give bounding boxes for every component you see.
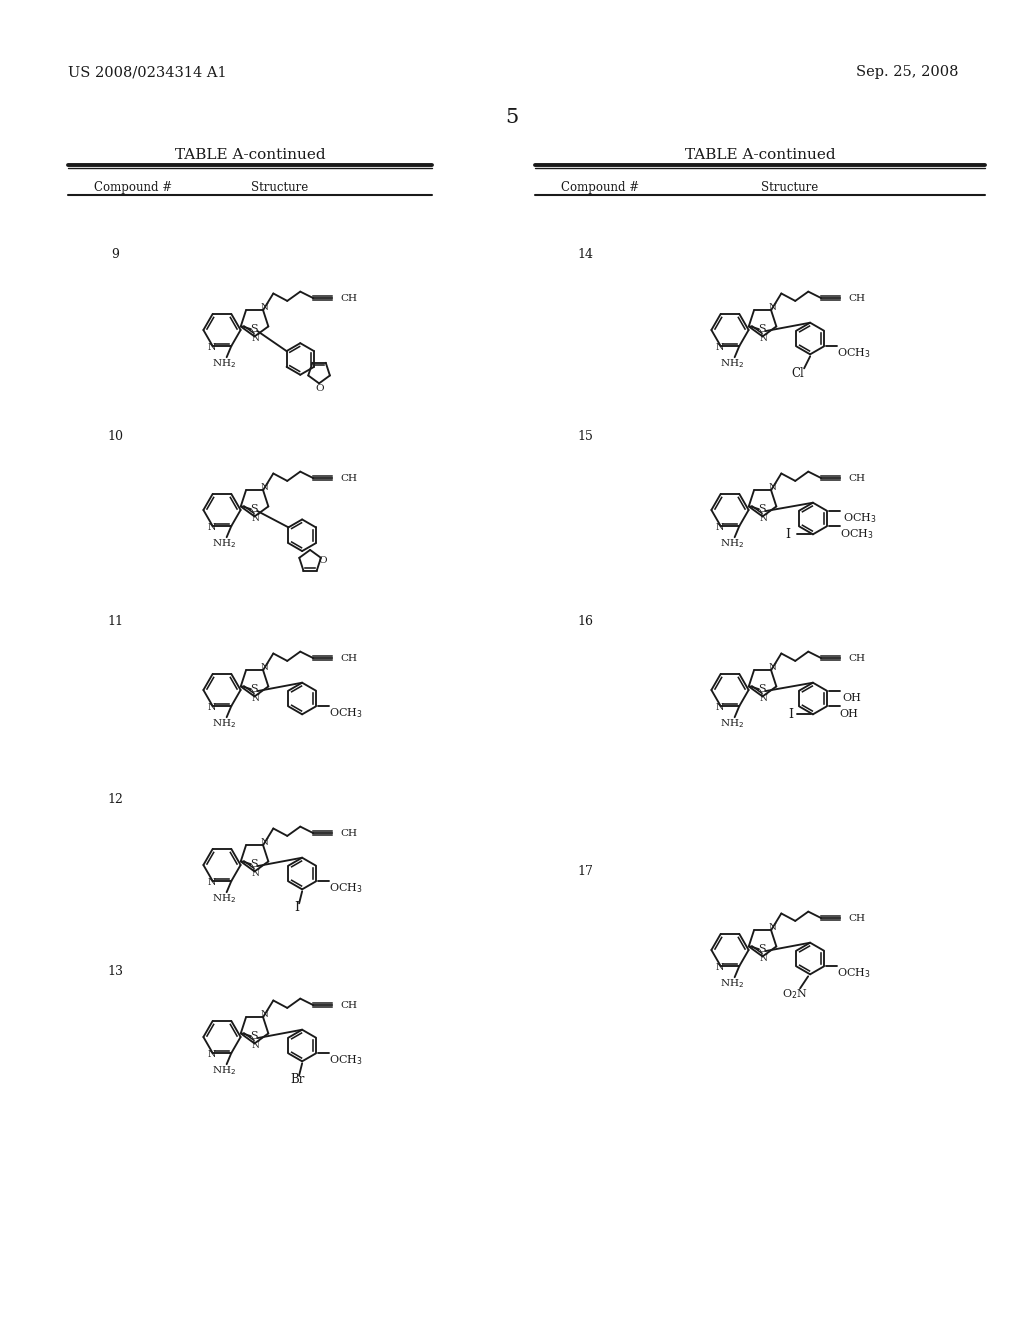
Text: CH: CH (340, 829, 357, 838)
Text: I: I (788, 708, 794, 721)
Text: 11: 11 (106, 615, 123, 628)
Text: OCH$_3$: OCH$_3$ (837, 966, 870, 981)
Text: N: N (208, 878, 216, 887)
Text: TABLE A-continued: TABLE A-continued (175, 148, 326, 162)
Text: N: N (768, 663, 776, 672)
Text: 17: 17 (578, 865, 593, 878)
Text: NH$_2$: NH$_2$ (212, 537, 236, 549)
Text: OCH$_3$: OCH$_3$ (329, 1053, 362, 1068)
Text: CH: CH (340, 474, 357, 483)
Text: N: N (252, 334, 259, 343)
Text: OCH$_3$: OCH$_3$ (840, 528, 873, 541)
Text: N: N (716, 702, 724, 711)
Text: S: S (250, 859, 257, 869)
Text: NH$_2$: NH$_2$ (212, 717, 236, 730)
Text: S: S (250, 684, 257, 694)
Text: NH$_2$: NH$_2$ (720, 537, 743, 549)
Text: OH: OH (843, 693, 861, 702)
Text: N: N (760, 954, 767, 964)
Text: 10: 10 (106, 430, 123, 444)
Text: I: I (295, 900, 300, 913)
Text: CH: CH (340, 653, 357, 663)
Text: OCH$_3$: OCH$_3$ (329, 706, 362, 721)
Text: N: N (260, 663, 268, 672)
Text: CH: CH (848, 474, 865, 483)
Text: S: S (250, 1031, 257, 1041)
Text: N: N (260, 1010, 268, 1019)
Text: N: N (252, 1041, 259, 1049)
Text: S: S (250, 504, 257, 515)
Text: O: O (315, 384, 325, 393)
Text: 15: 15 (578, 430, 593, 444)
Text: N: N (716, 962, 724, 972)
Text: N: N (716, 343, 724, 351)
Text: CH: CH (848, 653, 865, 663)
Text: S: S (250, 325, 257, 334)
Text: N: N (716, 523, 724, 532)
Text: 13: 13 (106, 965, 123, 978)
Text: OH: OH (840, 709, 858, 719)
Text: Compound #: Compound # (94, 181, 172, 194)
Text: US 2008/0234314 A1: US 2008/0234314 A1 (68, 65, 226, 79)
Text: NH$_2$: NH$_2$ (212, 1064, 236, 1077)
Text: Structure: Structure (762, 181, 818, 194)
Text: 5: 5 (506, 108, 518, 127)
Text: NH$_2$: NH$_2$ (720, 356, 743, 370)
Text: CH: CH (340, 293, 357, 302)
Text: Br: Br (290, 1073, 304, 1086)
Text: N: N (768, 302, 776, 312)
Text: N: N (208, 702, 216, 711)
Text: S: S (758, 504, 766, 515)
Text: N: N (252, 869, 259, 878)
Text: 16: 16 (577, 615, 593, 628)
Text: N: N (260, 302, 268, 312)
Text: 14: 14 (577, 248, 593, 261)
Text: NH$_2$: NH$_2$ (212, 892, 236, 904)
Text: N: N (760, 513, 767, 523)
Text: CH: CH (848, 913, 865, 923)
Text: NH$_2$: NH$_2$ (212, 356, 236, 370)
Text: OCH$_3$: OCH$_3$ (843, 511, 877, 524)
Text: 9: 9 (111, 248, 119, 261)
Text: N: N (252, 513, 259, 523)
Text: S: S (758, 325, 766, 334)
Text: OCH$_3$: OCH$_3$ (329, 882, 362, 895)
Text: Compound #: Compound # (561, 181, 639, 194)
Text: O$_2$N: O$_2$N (782, 987, 808, 1002)
Text: CH: CH (340, 1001, 357, 1010)
Text: N: N (260, 483, 268, 492)
Text: N: N (768, 923, 776, 932)
Text: N: N (208, 1049, 216, 1059)
Text: TABLE A-continued: TABLE A-continued (685, 148, 836, 162)
Text: N: N (208, 343, 216, 351)
Text: N: N (208, 523, 216, 532)
Text: N: N (760, 334, 767, 343)
Text: Structure: Structure (251, 181, 308, 194)
Text: NH$_2$: NH$_2$ (720, 717, 743, 730)
Text: Cl: Cl (792, 367, 805, 380)
Text: NH$_2$: NH$_2$ (720, 977, 743, 990)
Text: N: N (760, 694, 767, 704)
Text: S: S (758, 684, 766, 694)
Text: 12: 12 (108, 793, 123, 807)
Text: OCH$_3$: OCH$_3$ (837, 347, 870, 360)
Text: Sep. 25, 2008: Sep. 25, 2008 (855, 65, 958, 79)
Text: S: S (758, 944, 766, 954)
Text: I: I (785, 528, 791, 541)
Text: CH: CH (848, 293, 865, 302)
Text: O: O (318, 556, 328, 565)
Text: N: N (768, 483, 776, 492)
Text: N: N (260, 838, 268, 846)
Text: N: N (252, 694, 259, 704)
